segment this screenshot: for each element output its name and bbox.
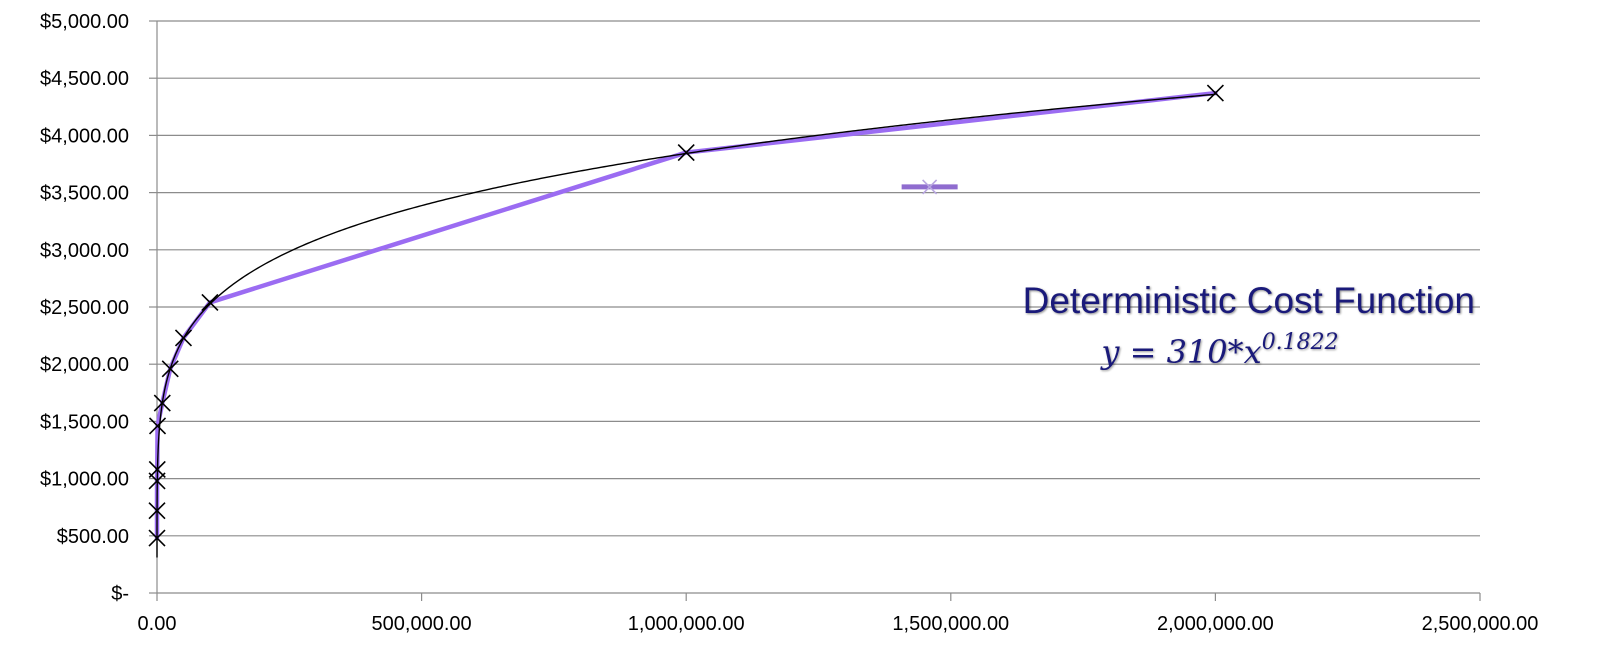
- y-tick-label: $4,500.00: [40, 68, 129, 90]
- data-point: [153, 394, 171, 412]
- data-point: [201, 293, 219, 311]
- equation-exponent: 0.1822: [1261, 330, 1339, 355]
- y-tick-label: $3,000.00: [40, 240, 129, 262]
- data-point: [174, 329, 193, 347]
- data-point: [148, 529, 166, 547]
- chart-annotation-title: Deterministic Cost Function: [1022, 280, 1475, 321]
- gridlines: [157, 20, 1480, 537]
- data-markers: [148, 84, 1224, 547]
- x-tick-label: 2,500,000.00: [1422, 613, 1539, 635]
- y-tick-label: $4,000.00: [40, 125, 129, 147]
- y-tick-label: $500.00: [57, 526, 129, 548]
- x-tick-label: 500,000.00: [372, 613, 472, 635]
- x-tick-label: 1,000,000.00: [628, 613, 745, 635]
- legend-marker: [901, 179, 958, 195]
- x-tick-label: 1,500,000.00: [892, 613, 1009, 635]
- x-tick-label: 2,000,000.00: [1157, 613, 1274, 635]
- y-tick-label: $-: [111, 583, 129, 605]
- y-tick-label: $3,500.00: [40, 183, 129, 205]
- trendline: [156, 93, 1216, 558]
- y-tick-label: $1,000.00: [40, 469, 129, 491]
- legend-x-mark: [922, 179, 938, 195]
- y-tick-label: $1,500.00: [40, 411, 129, 433]
- chart-annotation-equation: y = 310*x0.1822: [1000, 330, 1440, 371]
- y-tick-label: $5,000.00: [40, 11, 129, 33]
- power-trendline: [156, 93, 1216, 558]
- y-tick-label: $2,500.00: [40, 297, 129, 319]
- data-point: [148, 417, 167, 435]
- x-tick-labels: 0.00 500,000.00 1,000,000.00 1,500,000.00 2,…: [138, 613, 1539, 635]
- y-tick-labels: $- $500.00 $1,000.00 $1,500.00 $2,000.00 $2,5…: [40, 11, 129, 605]
- x-tick-label: 0.00: [138, 613, 177, 635]
- data-point: [148, 502, 166, 520]
- data-point: [161, 360, 179, 378]
- data-point: [677, 143, 695, 162]
- data-point: [148, 460, 166, 479]
- data-point: [1206, 84, 1224, 102]
- equation-base: y = 310*x: [1101, 333, 1262, 371]
- y-tick-label: $2,000.00: [40, 354, 129, 376]
